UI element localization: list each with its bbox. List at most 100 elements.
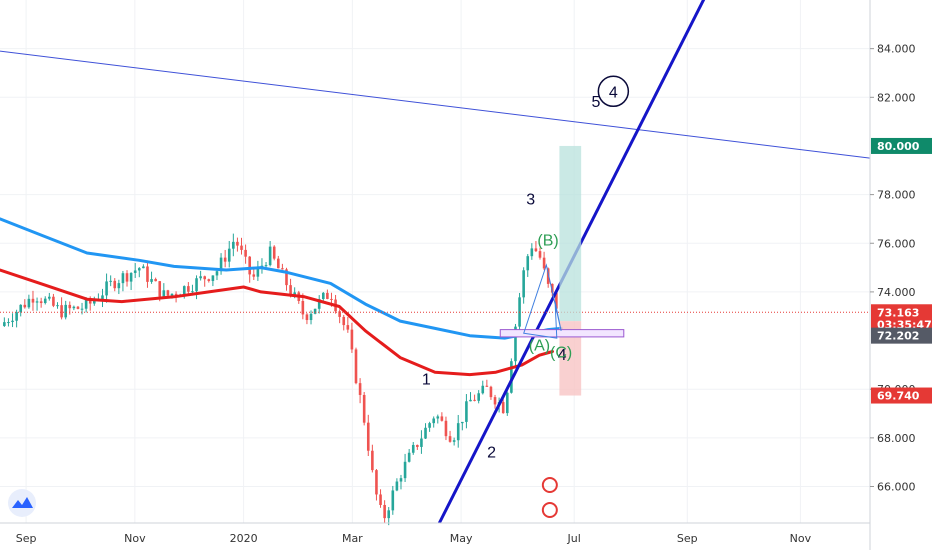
candle-body — [501, 402, 505, 414]
candle-body — [461, 421, 464, 424]
candle-body — [371, 450, 374, 471]
wave-label: (B) — [537, 233, 558, 250]
candle-body — [444, 420, 448, 437]
time-axis: Sep Nov 2020 Mar May Jul Sep Nov — [0, 522, 870, 545]
candle-body — [142, 266, 145, 269]
candle-body — [158, 281, 162, 297]
stop-zone — [559, 321, 582, 396]
candle-body — [125, 273, 129, 282]
y-tick-label: 82.000 — [877, 91, 916, 104]
profit-zone — [559, 145, 582, 322]
candle-body — [432, 418, 435, 424]
candle-body — [43, 298, 47, 304]
candle-body — [199, 276, 202, 279]
candle-body — [350, 329, 354, 350]
candle-body — [424, 427, 427, 439]
candle-body — [469, 399, 472, 402]
candle-body — [387, 510, 391, 519]
candle-body — [473, 399, 476, 401]
candle-body — [403, 461, 407, 479]
candle-body — [285, 269, 288, 286]
candle-body — [256, 267, 260, 277]
candle-body — [154, 279, 157, 282]
candle-body — [321, 292, 325, 300]
candle-body — [465, 401, 468, 422]
candle-body — [277, 258, 280, 269]
candle-body — [301, 300, 305, 315]
candle-body — [489, 386, 493, 398]
wave-label: (A) — [529, 337, 550, 354]
price-tag-label: 80.000 — [877, 140, 920, 153]
circle-label-ring — [597, 75, 630, 108]
price-tag-label: 69.740 — [877, 390, 920, 403]
candle-body — [3, 322, 6, 326]
candle-body — [493, 397, 497, 405]
x-tick-label: Nov — [790, 532, 812, 545]
candle-body — [109, 280, 112, 282]
candle-body — [84, 300, 88, 309]
candle-body — [440, 416, 444, 421]
event-marker-icon — [541, 502, 558, 518]
candle-body — [477, 393, 480, 401]
candle-body — [252, 274, 256, 277]
candle-body — [219, 257, 223, 272]
candle-body — [534, 248, 538, 252]
pattern-drawing — [523, 263, 562, 339]
candle-body — [174, 293, 178, 296]
candle-body — [105, 281, 108, 296]
y-tick-label: 66.000 — [877, 481, 916, 494]
candle-body — [317, 299, 321, 309]
wave-label: (C) — [550, 345, 572, 362]
grid — [0, 0, 870, 523]
price-tag — [871, 137, 932, 154]
wave-label: 1 — [422, 371, 431, 388]
x-tick-label: Mar — [342, 532, 363, 545]
candle-body — [452, 440, 456, 442]
candle-body — [244, 249, 247, 257]
candle-body — [379, 494, 382, 505]
candle-body — [203, 276, 207, 280]
price-tag — [871, 304, 932, 321]
candle-body — [305, 314, 309, 321]
candle-body — [522, 270, 525, 298]
price-tag-label: 73.163 — [877, 306, 919, 319]
support-zone — [499, 329, 625, 338]
candle-body — [207, 279, 211, 281]
candle-body — [88, 300, 92, 304]
candle-body — [52, 296, 55, 306]
candle-body — [76, 306, 80, 309]
x-tick-label: Sep — [677, 532, 698, 545]
x-tick-label: Jul — [567, 532, 581, 545]
candle-body — [354, 349, 358, 384]
candle-body — [133, 270, 137, 273]
candle-body — [223, 257, 227, 262]
candle-body — [68, 304, 72, 309]
candle-body — [530, 248, 534, 257]
drawings — [0, 0, 871, 524]
candle-body — [342, 316, 346, 326]
candle-body — [264, 265, 268, 267]
candle-body — [129, 272, 133, 282]
price-axis-panel — [870, 0, 932, 550]
candle-body — [27, 298, 31, 308]
price-tag-label: 72.202 — [877, 330, 919, 343]
candle-body — [248, 256, 251, 275]
x-tick-label: 2020 — [230, 532, 258, 545]
wave-label: 5 — [591, 94, 600, 111]
candle-body — [538, 251, 542, 258]
candle-body — [448, 436, 452, 442]
candle-body — [272, 246, 276, 259]
candle-body — [7, 322, 10, 324]
candle-body — [281, 268, 284, 270]
wave-label: 4 — [558, 347, 567, 364]
x-tick-label: Nov — [124, 532, 146, 545]
candle-body — [411, 444, 415, 453]
ma-fast-line — [0, 268, 554, 377]
y-tick-label: 74.000 — [877, 286, 916, 299]
y-tick-label: 84.000 — [877, 43, 916, 56]
candle-body — [72, 306, 76, 309]
candle-body — [60, 305, 63, 318]
